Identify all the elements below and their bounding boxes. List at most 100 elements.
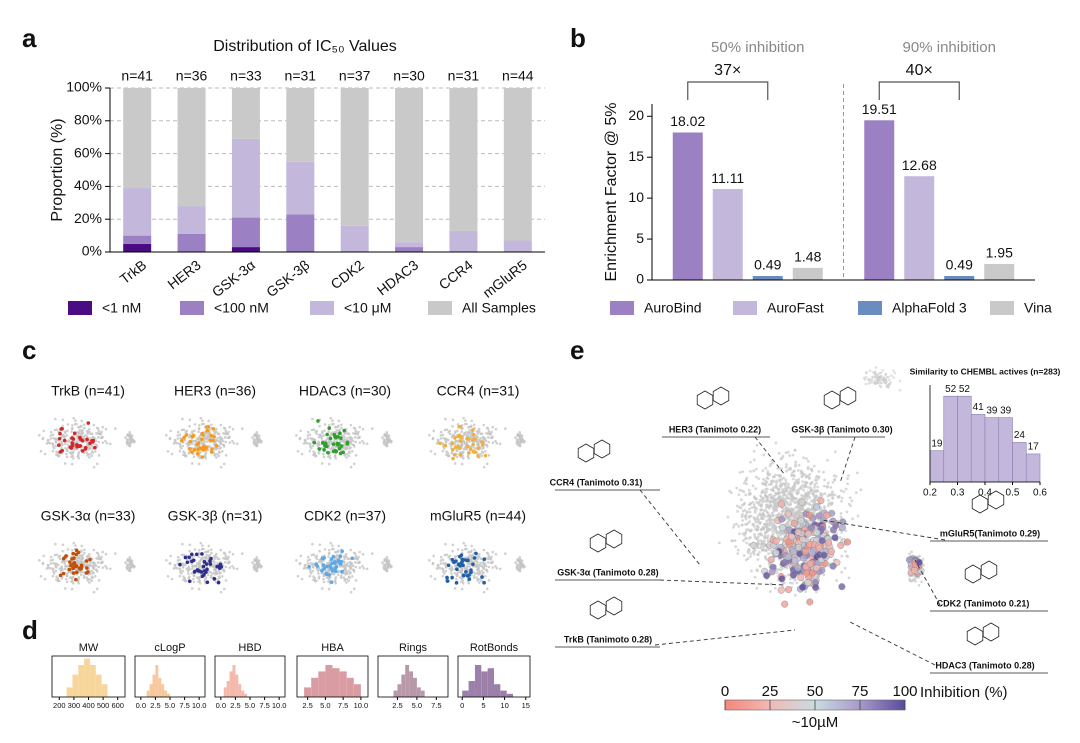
background-point — [347, 575, 351, 578]
background-point — [785, 486, 789, 490]
background-point — [482, 561, 486, 565]
background-point — [829, 562, 837, 570]
background-point — [182, 428, 186, 431]
background-point — [83, 551, 86, 555]
background-point — [354, 565, 358, 569]
background-point — [768, 517, 771, 521]
background-point — [53, 553, 57, 557]
background-point — [441, 558, 445, 562]
histogram-bar — [318, 671, 326, 697]
background-point — [224, 554, 228, 558]
background-point — [486, 432, 490, 435]
background-point — [804, 492, 807, 495]
background-point — [326, 450, 330, 455]
background-point — [256, 560, 259, 564]
background-point — [461, 454, 464, 458]
background-point — [300, 452, 304, 456]
bar-label: 41 — [973, 402, 985, 413]
background-point — [70, 557, 74, 561]
background-point — [358, 566, 362, 569]
background-point — [761, 497, 765, 500]
background-point — [772, 549, 780, 557]
background-point — [747, 488, 751, 492]
background-point — [765, 515, 769, 518]
background-point — [57, 454, 61, 458]
background-point — [182, 435, 186, 440]
background-point — [777, 500, 786, 508]
background-point — [327, 548, 331, 552]
background-point — [306, 562, 310, 565]
leader-line — [654, 629, 796, 646]
background-point — [299, 554, 302, 558]
background-point — [381, 561, 384, 564]
background-point — [839, 512, 843, 515]
bar-label: 17 — [1028, 442, 1040, 453]
background-point — [85, 576, 89, 579]
background-point — [439, 437, 443, 440]
background-point — [74, 443, 79, 447]
background-point — [49, 559, 53, 562]
background-point — [750, 541, 758, 549]
background-point — [467, 577, 472, 581]
background-point — [760, 548, 764, 551]
histogram-bar — [416, 687, 421, 697]
background-point — [226, 432, 230, 436]
background-point — [479, 436, 482, 440]
background-point — [178, 567, 182, 571]
background-point — [768, 505, 772, 509]
background-point — [200, 552, 204, 556]
background-point — [65, 452, 68, 456]
background-point — [182, 553, 186, 556]
background-point — [388, 564, 392, 567]
background-point — [827, 525, 831, 529]
background-point — [205, 567, 209, 572]
background-point — [197, 427, 201, 431]
background-point — [228, 566, 232, 569]
background-point — [170, 577, 174, 581]
background-point — [463, 422, 467, 426]
background-point — [460, 587, 464, 591]
background-point — [197, 555, 200, 559]
background-point — [52, 561, 55, 565]
background-point — [799, 470, 803, 474]
x-tick-label: 7.5 — [338, 701, 348, 710]
background-point — [61, 549, 64, 553]
background-point — [63, 587, 67, 590]
background-point — [477, 563, 480, 567]
background-point — [100, 430, 103, 434]
background-point — [802, 485, 806, 489]
background-point — [205, 565, 209, 568]
background-point — [296, 574, 300, 578]
background-point — [748, 529, 752, 533]
background-point — [193, 554, 196, 558]
histogram-bar — [241, 690, 245, 697]
histogram-bar — [393, 690, 398, 697]
background-point — [769, 482, 773, 486]
background-point — [209, 571, 213, 574]
background-point — [796, 502, 800, 506]
background-point — [753, 509, 757, 512]
background-point — [772, 495, 776, 498]
background-point — [76, 455, 80, 458]
background-point — [385, 558, 389, 561]
background-point — [762, 545, 765, 549]
background-point — [104, 552, 108, 556]
background-point — [201, 419, 204, 422]
background-point — [211, 564, 214, 568]
background-point — [317, 577, 321, 580]
background-point — [349, 548, 353, 552]
background-point — [462, 439, 466, 443]
histogram-bar — [506, 693, 514, 697]
background-point — [316, 444, 320, 448]
background-point — [226, 436, 230, 440]
background-point — [761, 469, 765, 473]
background-point — [349, 561, 353, 565]
background-point — [308, 567, 312, 571]
background-point — [793, 448, 797, 452]
background-point — [345, 456, 348, 459]
background-point — [456, 548, 460, 551]
background-point — [255, 556, 259, 559]
background-point — [228, 441, 232, 444]
background-point — [838, 536, 842, 539]
